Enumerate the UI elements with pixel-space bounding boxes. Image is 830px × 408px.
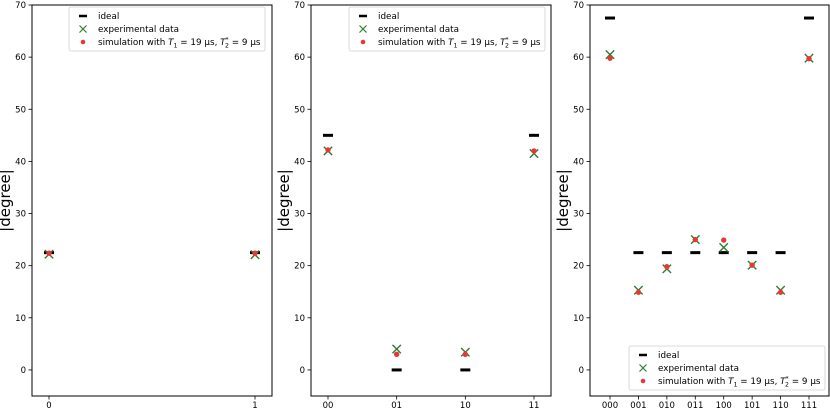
- simulation-point: [777, 289, 784, 295]
- simulation-point: [664, 264, 670, 270]
- legend: ideal experimental data simulation with T1…: [628, 345, 826, 391]
- y-tick-label: 0: [579, 366, 584, 376]
- y-tick-label: 60: [573, 53, 584, 63]
- y-tick-label: 70: [573, 1, 584, 11]
- experimental-point: [605, 49, 615, 60]
- legend-experimental-label: experimental data: [98, 25, 179, 35]
- simulation-point: [721, 237, 727, 243]
- y-tick-label: 20: [573, 262, 584, 272]
- simulation-point: [607, 55, 613, 61]
- x-tick-label: 111: [801, 401, 817, 408]
- x-tick-label: 001: [630, 401, 646, 408]
- y-tick-label: 40: [573, 157, 584, 167]
- y-tick-label: 30: [15, 210, 26, 220]
- x-tick-label: 000: [602, 401, 618, 408]
- simulation-point: [462, 351, 469, 357]
- y-axis-label: |degree|: [275, 169, 293, 232]
- y-axis-label: |degree|: [554, 169, 572, 232]
- y-tick-label: 50: [294, 105, 305, 115]
- y-tick-label: 0: [21, 366, 26, 376]
- axes-frame: [31, 4, 273, 397]
- x-tick-label: 11: [529, 401, 540, 408]
- x-tick-label: 011: [687, 401, 703, 408]
- legend: ideal experimental data simulation with T1…: [68, 6, 266, 52]
- y-tick-label: 30: [573, 210, 584, 220]
- axes-frame: [310, 4, 552, 397]
- legend: ideal experimental data simulation with T1…: [348, 6, 546, 52]
- y-tick-label: 50: [573, 105, 584, 115]
- experimental-point: [719, 242, 729, 253]
- legend-experimental-marker: [639, 364, 647, 372]
- y-tick-label: 40: [294, 157, 305, 167]
- legend-simulation-label: simulation with T1 = 19 μs, T* 2 = 9 μs: [658, 376, 821, 389]
- y-axis-label: |degree|: [0, 169, 14, 232]
- axes-frame: [589, 4, 830, 397]
- legend-ideal-label: ideal: [658, 351, 679, 361]
- simulation-point: [531, 148, 537, 154]
- y-tick-label: 50: [15, 105, 26, 115]
- legend-experimental-label: experimental data: [658, 364, 739, 374]
- x-tick-label: 01: [391, 401, 402, 408]
- x-tick-label: 101: [744, 401, 760, 408]
- x-tick-label: 10: [460, 401, 471, 408]
- x-tick-label: 110: [772, 401, 788, 408]
- legend-simulation-marker: [640, 378, 646, 384]
- simulation-point: [252, 250, 258, 256]
- legend-simulation-marker: [80, 39, 86, 45]
- x-tick-label: 1: [252, 401, 257, 408]
- simulation-point: [635, 289, 642, 295]
- legend-box: [628, 345, 826, 391]
- y-tick-label: 10: [15, 314, 26, 324]
- legend-simulation-marker: [360, 39, 366, 45]
- simulation-point: [749, 262, 755, 268]
- legend-simulation-label: simulation with T1 = 19 μs, T* 2 = 9 μs: [378, 37, 541, 50]
- y-tick-label: 10: [294, 314, 305, 324]
- y-tick-label: 10: [573, 314, 584, 324]
- x-tick-label: 010: [659, 401, 675, 408]
- legend-box: [348, 6, 546, 52]
- simulation-point: [46, 250, 52, 256]
- y-tick-label: 0: [300, 366, 305, 376]
- y-tick-label: 70: [15, 1, 26, 11]
- legend-experimental-marker: [79, 25, 87, 33]
- panel-1: 0 10 20 30 40 50 60 70 0 1 |degree| ideal experiment…: [0, 1, 273, 408]
- simulation-point: [325, 147, 331, 153]
- x-tick-label: 00: [323, 401, 334, 408]
- simulation-point: [692, 236, 698, 243]
- y-tick-label: 60: [294, 53, 305, 63]
- y-tick-label: 70: [294, 1, 305, 11]
- y-tick-label: 30: [294, 210, 305, 220]
- x-tick-label: 0: [46, 401, 51, 408]
- y-tick-label: 60: [15, 53, 26, 63]
- legend-simulation-label: simulation with T1 = 19 μs, T* 2 = 9 μs: [98, 37, 261, 50]
- x-tick-label: 100: [716, 401, 732, 408]
- panel-2: 0 10 20 30 40 50 60 70 00 01 10 11 |degree| ideal expe…: [275, 1, 552, 408]
- simulation-point: [806, 55, 812, 62]
- legend-experimental-marker: [359, 25, 367, 33]
- legend-box: [68, 6, 266, 52]
- y-tick-label: 20: [15, 262, 26, 272]
- y-tick-label: 40: [15, 157, 26, 167]
- experimental-point: [391, 344, 402, 354]
- y-tick-label: 20: [294, 262, 305, 272]
- legend-ideal-label: ideal: [98, 12, 119, 22]
- legend-experimental-label: experimental data: [378, 25, 459, 35]
- legend-ideal-label: ideal: [378, 12, 399, 22]
- simulation-point: [393, 351, 400, 357]
